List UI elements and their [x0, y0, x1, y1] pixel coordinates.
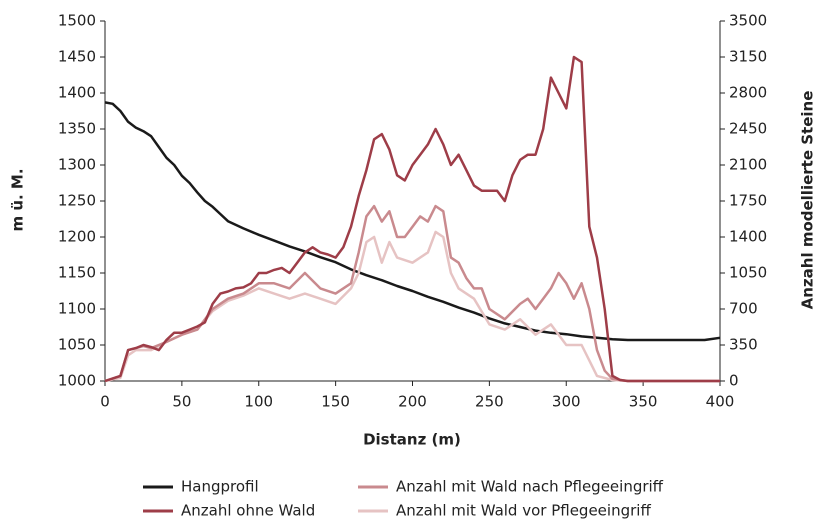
series-line	[104, 230, 720, 383]
y2-tick-label: 350	[729, 336, 758, 354]
x-tick-label: 350	[629, 393, 658, 411]
x-tick-label: 100	[244, 393, 273, 411]
x-tick-label: 50	[172, 393, 191, 411]
y2-tick-label: 2100	[729, 156, 767, 174]
y-tick-label: 1400	[58, 84, 96, 102]
y-tick-label: 1500	[58, 12, 96, 30]
y2-tick-label: 1750	[729, 192, 767, 210]
y-tick-label: 1450	[58, 48, 96, 66]
x-tick-label: 300	[552, 393, 581, 411]
y-tick-label: 1200	[58, 228, 96, 246]
x-tick-label: 250	[475, 393, 504, 411]
legend-label: Hangprofil	[181, 478, 259, 496]
y-tick-label: 1000	[58, 372, 96, 390]
x-tick-label: 150	[321, 393, 350, 411]
y2-tick-label: 1050	[729, 264, 767, 282]
y2-tick-label: 3150	[729, 48, 767, 66]
y2-tick-label: 1400	[729, 228, 767, 246]
y2-tick-label: 3500	[729, 12, 767, 30]
y-tick-label: 1350	[58, 120, 96, 138]
y2-tick-label: 700	[729, 300, 758, 318]
legend-label: Anzahl mit Wald nach Pflegeeingriff	[396, 478, 664, 496]
y-tick-label: 1250	[58, 192, 96, 210]
y-tick-label: 1150	[58, 264, 96, 282]
y-tick-label: 1300	[58, 156, 96, 174]
x-axis-title: Distanz (m)	[363, 431, 461, 449]
y2-tick-label: 2800	[729, 84, 767, 102]
legend-label: Anzahl ohne Wald	[181, 502, 315, 520]
y2-axis-title: Anzahl modellierte Steine	[799, 91, 817, 310]
y2-tick-label: 0	[729, 372, 739, 390]
y-tick-label: 1050	[58, 336, 96, 354]
series-line	[104, 55, 720, 383]
y2-tick-label: 2450	[729, 120, 767, 138]
legend-label: Anzahl mit Wald vor Pflegeeingriff	[396, 502, 651, 520]
y-axis-title: m ü. M.	[9, 168, 27, 231]
series-line	[104, 101, 721, 342]
x-tick-label: 0	[100, 393, 110, 411]
series-line	[104, 204, 720, 383]
x-tick-label: 400	[706, 393, 735, 411]
x-tick-label: 200	[398, 393, 427, 411]
y-tick-label: 1100	[58, 300, 96, 318]
